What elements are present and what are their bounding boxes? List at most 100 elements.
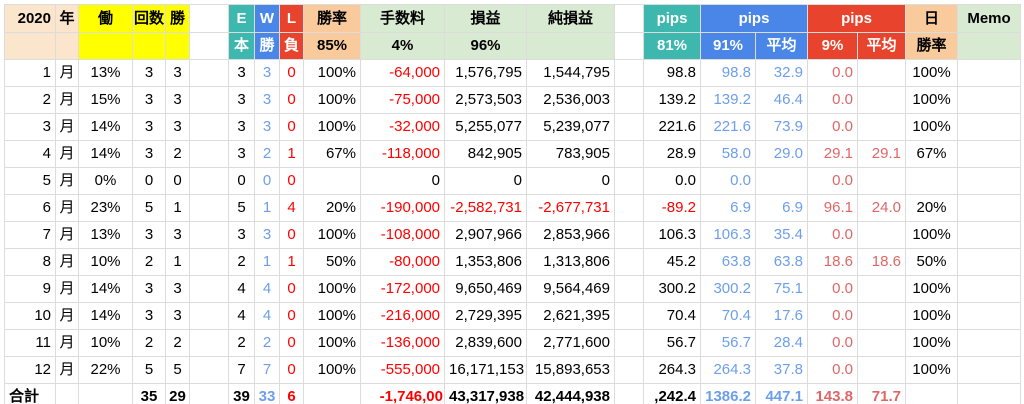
header-pips-loss-avg[interactable]: 平均 [857, 32, 906, 60]
cell-day-rate[interactable]: 100% [905, 86, 958, 114]
cell-win-rate[interactable]: 20% [303, 194, 361, 222]
header-blank[interactable] [526, 32, 615, 60]
cell-pips-total[interactable]: 264.3 [643, 356, 701, 384]
cell-losses[interactable]: 1 [279, 140, 304, 168]
cell-win[interactable]: 5 [165, 356, 190, 384]
cell-win-rate[interactable]: 100% [303, 329, 361, 357]
cell-net-profit[interactable]: 2,853,966 [526, 221, 615, 249]
header-blank[interactable] [4, 32, 56, 60]
cell-win-rate[interactable]: 100% [303, 221, 361, 249]
cell-pips-loss-avg[interactable] [857, 329, 906, 357]
cell-month-unit[interactable]: 月 [55, 248, 79, 276]
cell-day-rate[interactable]: 100% [905, 275, 958, 303]
cell-month[interactable]: 1 [4, 59, 56, 87]
cell-month-unit[interactable]: 月 [55, 302, 79, 330]
cell-wins[interactable]: 2 [254, 140, 280, 168]
cell-month-unit[interactable]: 月 [55, 86, 79, 114]
header-pips-total-pct[interactable]: 81% [643, 32, 701, 60]
cell-pips-loss[interactable]: 0.0 [807, 113, 858, 141]
cell-wins[interactable]: 3 [254, 86, 280, 114]
cell-pips-loss[interactable]: 0.0 [807, 167, 858, 195]
cell-win[interactable]: 2 [165, 140, 190, 168]
cell-memo[interactable] [957, 167, 1021, 195]
cell-pips-total[interactable]: ,242.4 [643, 383, 701, 404]
header-blank[interactable] [165, 32, 190, 60]
cell-month[interactable]: 8 [4, 248, 56, 276]
cell-losses[interactable]: 1 [279, 248, 304, 276]
header-memo[interactable]: Memo [957, 4, 1021, 33]
cell-losses[interactable]: 0 [279, 167, 304, 195]
cell-day-rate[interactable]: 100% [905, 221, 958, 249]
cell-profit[interactable]: -2,582,731 [444, 194, 527, 222]
cell-win[interactable]: 0 [165, 167, 190, 195]
cell-month[interactable]: 12 [4, 356, 56, 384]
cell-pips-win[interactable]: 264.3 [700, 356, 756, 384]
cell-win-rate[interactable]: 100% [303, 302, 361, 330]
cell-pips-win[interactable]: 106.3 [700, 221, 756, 249]
cell-fee[interactable]: -118,000 [360, 140, 445, 168]
cell-net-profit[interactable]: 2,536,003 [526, 86, 615, 114]
cell-month[interactable]: 9 [4, 275, 56, 303]
header-win[interactable]: 勝 [165, 4, 190, 33]
cell-pips-win[interactable]: 221.6 [700, 113, 756, 141]
cell-fee[interactable]: -108,000 [360, 221, 445, 249]
cell-day-rate[interactable]: 100% [905, 113, 958, 141]
cell-losses[interactable]: 0 [279, 329, 304, 357]
cell-pips-loss[interactable]: 0.0 [807, 302, 858, 330]
cell-pips-loss[interactable]: 0.0 [807, 356, 858, 384]
cell-pips-win-avg[interactable]: 37.8 [755, 356, 808, 384]
cell-fee[interactable]: -190,000 [360, 194, 445, 222]
cell-pips-total[interactable]: 56.7 [643, 329, 701, 357]
cell-pips-loss-avg[interactable] [857, 275, 906, 303]
cell-count[interactable]: 2 [132, 248, 166, 276]
cell-day-rate[interactable]: 100% [905, 356, 958, 384]
cell-pips-total[interactable]: 139.2 [643, 86, 701, 114]
header-entries-label[interactable]: 本 [228, 32, 255, 60]
cell-memo[interactable] [957, 275, 1021, 303]
header-losses-l[interactable]: L [279, 4, 304, 33]
cell-pips-loss-avg[interactable]: 24.0 [857, 194, 906, 222]
cell-pips-win-avg[interactable]: 17.6 [755, 302, 808, 330]
header-win-rate[interactable]: 勝率 [303, 4, 361, 33]
cell-win-rate[interactable] [303, 383, 361, 404]
cell-win[interactable]: 3 [165, 275, 190, 303]
cell-day-rate[interactable]: 100% [905, 59, 958, 87]
cell-count[interactable]: 3 [132, 59, 166, 87]
cell-pips-total[interactable]: 45.2 [643, 248, 701, 276]
cell-pips-loss[interactable]: 18.6 [807, 248, 858, 276]
cell-month-unit[interactable]: 月 [55, 140, 79, 168]
header-wins-w[interactable]: W [254, 4, 280, 33]
header-pips-total[interactable]: pips [643, 4, 701, 33]
header-fee[interactable]: 手数料 [360, 4, 445, 33]
cell-day-rate[interactable] [905, 383, 958, 404]
cell-work[interactable]: 10% [78, 329, 133, 357]
header-year[interactable]: 2020 [4, 4, 56, 33]
cell-work[interactable]: 14% [78, 113, 133, 141]
cell-count[interactable]: 3 [132, 221, 166, 249]
cell-memo[interactable] [957, 383, 1021, 404]
cell-entries[interactable]: 4 [228, 302, 255, 330]
header-count[interactable]: 回数 [132, 4, 166, 33]
header-blank[interactable] [78, 32, 133, 60]
cell-pips-win-avg[interactable]: 32.9 [755, 59, 808, 87]
cell-losses[interactable]: 4 [279, 194, 304, 222]
cell-entries[interactable]: 7 [228, 356, 255, 384]
header-day-rate[interactable]: 勝率 [905, 32, 958, 60]
cell-profit[interactable]: 43,317,938 [444, 383, 527, 404]
cell-losses[interactable]: 0 [279, 221, 304, 249]
cell-profit[interactable]: 842,905 [444, 140, 527, 168]
cell-month-unit[interactable]: 月 [55, 356, 79, 384]
cell-entries[interactable]: 2 [228, 248, 255, 276]
header-pips-win-pct[interactable]: 91% [700, 32, 756, 60]
cell-entries[interactable]: 3 [228, 86, 255, 114]
cell-month-unit[interactable]: 月 [55, 194, 79, 222]
cell-net-profit[interactable]: 15,893,653 [526, 356, 615, 384]
header-day[interactable]: 日 [905, 4, 958, 33]
cell-pips-total[interactable]: 28.9 [643, 140, 701, 168]
cell-profit[interactable]: 0 [444, 167, 527, 195]
cell-memo[interactable] [957, 59, 1021, 87]
cell-pips-win[interactable]: 56.7 [700, 329, 756, 357]
cell-fee[interactable]: -1,746,00 [360, 383, 445, 404]
cell-losses[interactable]: 0 [279, 59, 304, 87]
cell-month[interactable]: 7 [4, 221, 56, 249]
